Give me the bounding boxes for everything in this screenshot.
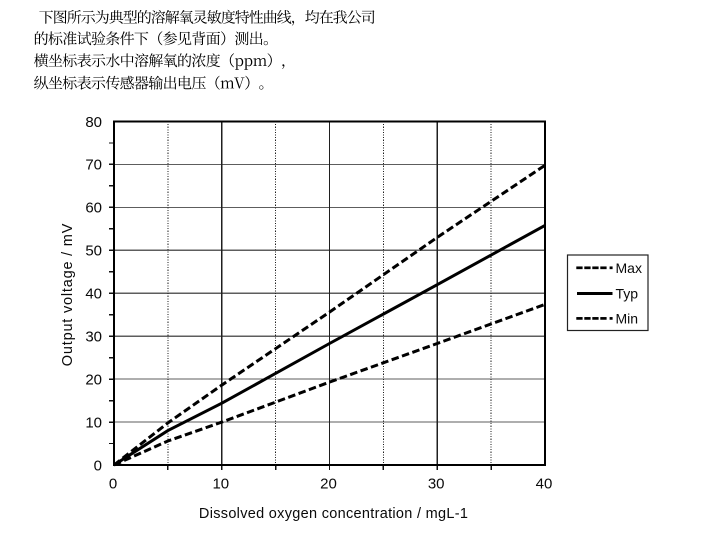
svg-text:10: 10	[85, 414, 102, 431]
svg-text:Min: Min	[616, 310, 639, 326]
svg-text:Typ: Typ	[616, 285, 639, 301]
svg-text:20: 20	[320, 476, 337, 493]
svg-text:30: 30	[85, 329, 102, 346]
svg-text:70: 70	[85, 157, 102, 174]
svg-text:80: 80	[85, 114, 102, 131]
svg-text:40: 40	[85, 286, 102, 303]
svg-text:0: 0	[109, 476, 117, 493]
svg-text:Dissolved oxygen concentration: Dissolved oxygen concentration / mgL-1	[199, 506, 468, 522]
svg-text:10: 10	[212, 476, 229, 493]
svg-text:50: 50	[85, 243, 102, 260]
svg-text:40: 40	[536, 476, 553, 493]
svg-text:60: 60	[85, 200, 102, 217]
svg-text:20: 20	[85, 371, 102, 388]
svg-text:30: 30	[428, 476, 445, 493]
svg-text:Max: Max	[616, 260, 642, 276]
svg-text:0: 0	[94, 457, 102, 474]
svg-text:Output voltage / mV: Output voltage / mV	[60, 223, 76, 366]
